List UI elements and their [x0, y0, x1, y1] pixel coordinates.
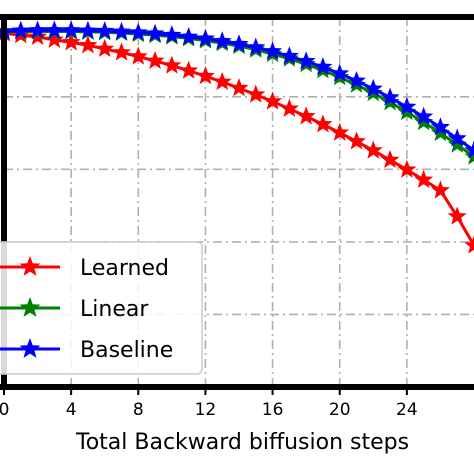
legend-label-baseline: Baseline — [80, 338, 173, 363]
data-point-baseline — [212, 31, 232, 50]
data-point-baseline — [447, 128, 467, 147]
legend-label-linear: Linear — [80, 297, 149, 322]
data-point-learned — [430, 180, 450, 199]
data-point-learned — [212, 71, 232, 91]
data-point-baseline — [78, 20, 98, 39]
legend-marker-baseline — [19, 338, 41, 358]
data-point-baseline — [111, 21, 132, 40]
data-point-baseline — [145, 23, 165, 42]
data-point-learned — [229, 78, 249, 97]
data-point-linear — [430, 123, 450, 142]
x-tick-label: 24 — [396, 400, 418, 420]
data-point-learned — [414, 169, 434, 188]
data-point-baseline — [61, 20, 81, 39]
data-point-baseline — [380, 87, 400, 106]
x-tick-label: 4 — [66, 400, 77, 420]
data-point-baseline — [397, 96, 417, 116]
data-point-learned — [464, 235, 474, 254]
data-point-baseline — [44, 20, 64, 39]
x-axis-label: Total Backward biffusion steps — [75, 430, 409, 455]
data-point-learned — [162, 55, 182, 74]
data-point-baseline — [330, 63, 350, 82]
x-tick-label: 0 — [0, 400, 9, 420]
data-point-learned — [179, 60, 199, 79]
data-point-baseline — [363, 78, 383, 97]
data-point-learned — [195, 66, 215, 85]
data-point-learned — [111, 42, 132, 61]
data-point-learned — [246, 84, 266, 103]
legend-box — [0, 241, 203, 375]
data-point-baseline — [279, 46, 299, 65]
data-point-linear — [447, 134, 467, 153]
data-point-baseline — [346, 70, 367, 89]
data-point-baseline — [313, 57, 333, 76]
legend-marker-linear — [19, 297, 41, 317]
x-tick-label: 16 — [262, 400, 284, 420]
data-point-baseline — [229, 34, 249, 53]
legend-marker-learned — [19, 256, 41, 276]
data-point-learned — [296, 106, 316, 125]
data-point-baseline — [296, 51, 316, 70]
data-point-baseline — [128, 22, 148, 41]
data-point-baseline — [28, 20, 48, 39]
legend: Learned Linear Baseline — [0, 241, 203, 375]
x-tick-label: 20 — [329, 400, 351, 420]
data-point-learned — [447, 206, 467, 225]
data-point-baseline — [246, 37, 266, 56]
data-point-baseline — [162, 25, 182, 44]
x-tick-label: 8 — [133, 400, 144, 420]
data-point-learned — [263, 91, 283, 110]
data-point-baseline — [414, 106, 434, 125]
data-point-baseline — [464, 140, 474, 159]
data-point-learned — [380, 149, 400, 169]
data-point-learned — [330, 122, 350, 141]
data-point-learned — [346, 131, 367, 150]
data-point-baseline — [195, 28, 215, 47]
data-point-learned — [279, 98, 299, 117]
data-point-learned — [128, 46, 148, 65]
x-ticks: 0 4 8 12 16 20 24 — [0, 387, 418, 420]
x-tick-label: 12 — [195, 400, 217, 420]
data-point-learned — [95, 38, 115, 58]
data-point-baseline — [430, 117, 450, 136]
data-point-learned — [363, 140, 383, 159]
data-point-learned — [44, 29, 64, 48]
data-point-baseline — [263, 41, 283, 60]
data-point-baseline — [11, 20, 31, 39]
data-point-learned — [313, 114, 333, 133]
legend-label-learned: Learned — [80, 256, 169, 281]
data-point-learned — [145, 50, 165, 69]
data-point-learned — [61, 32, 81, 51]
data-point-baseline — [95, 21, 115, 40]
data-point-baseline — [179, 26, 199, 46]
data-point-learned — [397, 159, 417, 178]
data-point-learned — [28, 26, 48, 46]
data-point-learned — [78, 35, 98, 54]
data-point-linear — [414, 112, 434, 131]
